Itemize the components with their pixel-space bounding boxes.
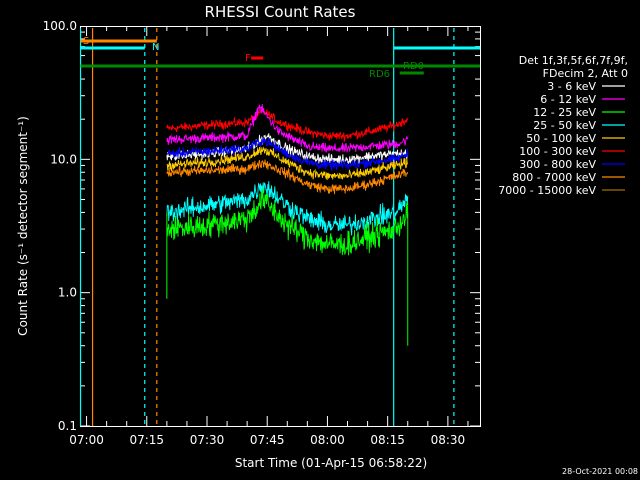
flag-label-f: F bbox=[245, 53, 251, 64]
flag-label-rd0: RD0 bbox=[403, 61, 424, 72]
series-line-6-12-keV bbox=[166, 103, 409, 153]
x-tick-label: 08:15 bbox=[370, 433, 405, 447]
series-line-800-7000-keV bbox=[166, 159, 409, 195]
legend-entry-label: 800 - 7000 keV bbox=[512, 171, 596, 184]
flag-label-rd6: RD6 bbox=[369, 69, 390, 80]
y-axis-label: Count Rate (s⁻¹ detector segment⁻¹) bbox=[16, 116, 30, 336]
x-tick-label: 07:00 bbox=[69, 433, 104, 447]
chart-title: RHESSI Count Rates bbox=[205, 3, 356, 21]
y-tick-label: 0.1 bbox=[58, 419, 77, 433]
y-tick-label: 10.0 bbox=[50, 152, 77, 166]
series-line-12-25-keV bbox=[166, 187, 409, 256]
x-tick-label: 08:30 bbox=[431, 433, 466, 447]
series-line-50-100-keV bbox=[166, 146, 409, 181]
legend-entry-label: 25 - 50 keV bbox=[533, 119, 596, 132]
legend: Det 1f,3f,5f,6f,7f,9f,FDecim 2, Att 03 -… bbox=[498, 54, 628, 197]
series-line-100-300-keV bbox=[166, 107, 409, 142]
legend-entry-label: 3 - 6 keV bbox=[547, 80, 596, 93]
y-tick-label: 100.0 bbox=[43, 19, 77, 33]
flag-annotations: S N F RD0 RD6 bbox=[80, 36, 480, 80]
series-group bbox=[166, 103, 409, 346]
x-tick-label: 07:45 bbox=[250, 433, 285, 447]
footer-timestamp: 28-Oct-2021 00:08 bbox=[562, 467, 638, 476]
flag-lines bbox=[79, 28, 455, 426]
axis-ticks bbox=[80, 26, 480, 427]
legend-entry-label: 300 - 800 keV bbox=[519, 158, 596, 171]
flag-label-n: N bbox=[152, 42, 159, 53]
legend-entry-label: 6 - 12 keV bbox=[540, 93, 596, 106]
legend-entry-label: 7000 - 15000 keV bbox=[498, 184, 596, 197]
x-tick-labels: 07:00 07:15 07:30 07:45 08:00 08:15 08:30 bbox=[69, 433, 465, 447]
legend-header-line: FDecim 2, Att 0 bbox=[543, 67, 628, 80]
legend-header-line: Det 1f,3f,5f,6f,7f,9f, bbox=[519, 54, 628, 67]
legend-entry-label: 50 - 100 keV bbox=[526, 132, 596, 145]
x-tick-label: 07:15 bbox=[129, 433, 164, 447]
series-line-300-800-keV bbox=[166, 137, 409, 171]
y-tick-label: 1.0 bbox=[58, 286, 77, 300]
x-tick-label: 08:00 bbox=[310, 433, 345, 447]
legend-entry-label: 12 - 25 keV bbox=[533, 106, 596, 119]
x-tick-label: 07:30 bbox=[190, 433, 225, 447]
flag-label-s: S bbox=[83, 36, 89, 47]
series-line-25-50-keV bbox=[166, 181, 409, 236]
y-tick-labels: 100.0 10.0 1.0 0.1 bbox=[43, 19, 77, 433]
plot-frame bbox=[80, 26, 481, 427]
legend-entry-label: 100 - 300 keV bbox=[519, 145, 596, 158]
x-axis-label: Start Time (01-Apr-15 06:58:22) bbox=[235, 456, 427, 470]
series-line-3-6-keV bbox=[166, 133, 409, 165]
